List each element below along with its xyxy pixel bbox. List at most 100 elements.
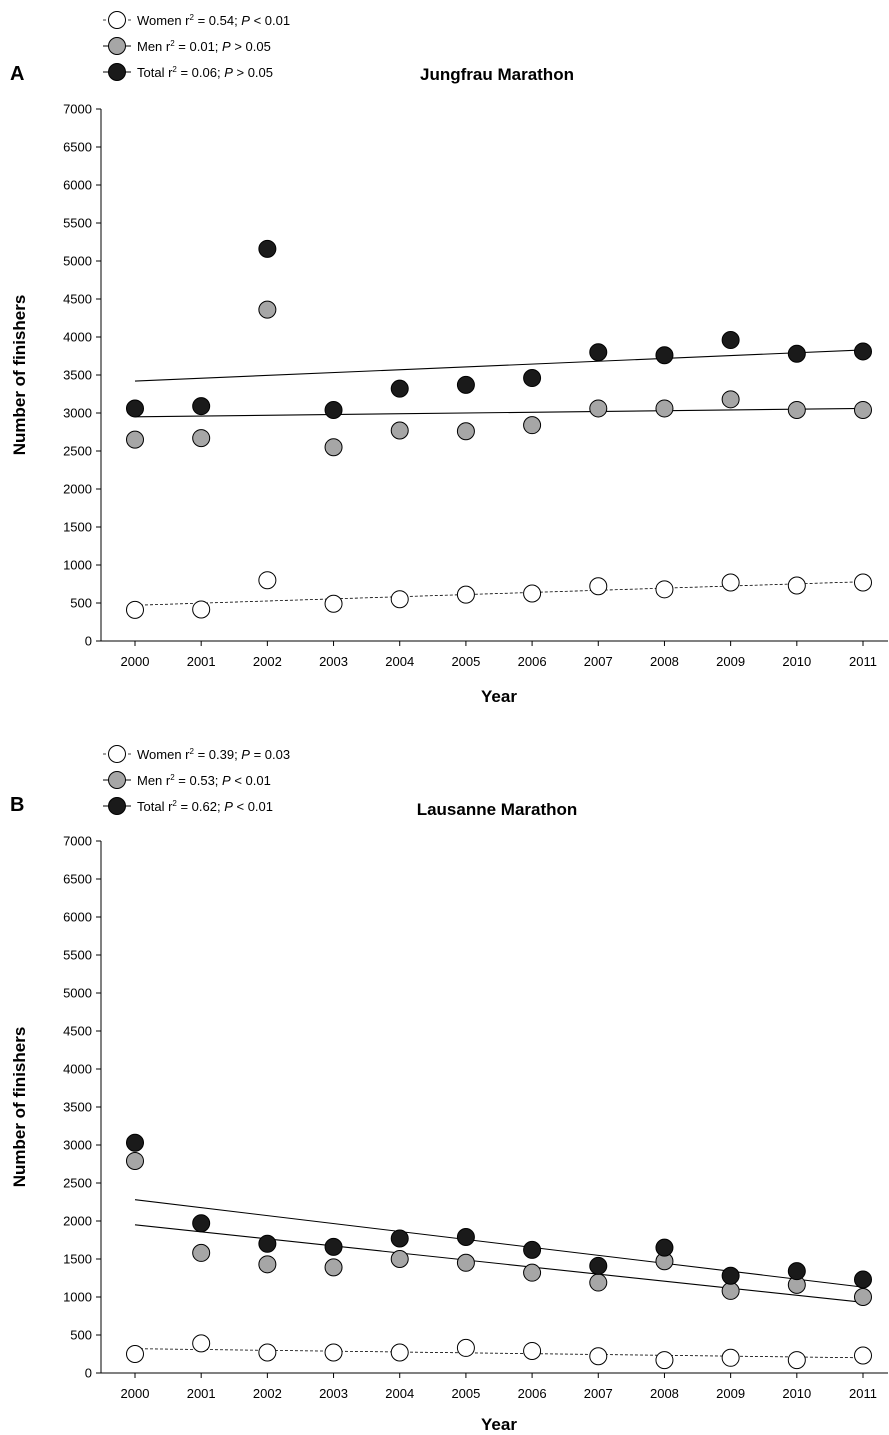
data-point-men: [390, 1250, 409, 1268]
y-tick-label: 2000: [63, 1214, 92, 1229]
y-tick-label: 4500: [63, 1024, 92, 1039]
x-tick-label: 2000: [121, 1386, 150, 1401]
data-point-men: [390, 421, 409, 440]
data-point-total: [192, 397, 211, 416]
legend-label-total: Total r2 = 0.62; P < 0.01: [137, 799, 273, 814]
data-point-men: [523, 416, 542, 435]
x-tick-label: 2007: [584, 1386, 613, 1401]
legend-text-middle: = 0.62;: [177, 799, 224, 814]
chart-title: Jungfrau Marathon: [420, 65, 574, 84]
y-tick-label: 4000: [63, 1062, 92, 1077]
data-point-women: [390, 590, 409, 609]
x-tick-label: 2003: [319, 654, 348, 669]
x-tick-label: 2010: [782, 1386, 811, 1401]
legend-marker-men: [108, 771, 126, 789]
legend-label-men: Men r2 = 0.53; P < 0.01: [137, 773, 271, 788]
panel-letter: B: [10, 794, 24, 816]
data-point-men: [589, 1273, 608, 1292]
data-point-women: [258, 571, 277, 590]
data-point-total: [324, 1237, 343, 1256]
data-point-men: [854, 1288, 872, 1306]
data-point-men: [324, 438, 343, 457]
data-point-total: [126, 1133, 144, 1152]
data-point-total: [787, 1262, 806, 1281]
data-point-men: [854, 400, 872, 419]
data-point-total: [324, 400, 343, 419]
legend-text-rest: < 0.01: [231, 773, 271, 788]
legend-label-men: Men r2 = 0.01; P > 0.05: [137, 39, 271, 54]
x-tick-label: 2010: [782, 654, 811, 669]
data-point-total: [589, 1256, 608, 1275]
y-tick-label: 3000: [63, 406, 92, 421]
data-point-women: [854, 573, 872, 592]
data-point-total: [589, 343, 608, 362]
data-point-men: [787, 400, 806, 419]
chart-title: Lausanne Marathon: [417, 800, 578, 819]
data-point-women: [589, 577, 608, 596]
legend-text-rest: > 0.05: [231, 39, 271, 54]
x-tick-label: 2002: [253, 1386, 282, 1401]
legend-text-rest: = 0.03: [250, 747, 290, 762]
data-point-women: [456, 585, 475, 604]
data-point-total: [258, 239, 277, 258]
legend-text-middle: = 0.53;: [175, 773, 222, 788]
y-axis-title: Number of finishers: [10, 1027, 29, 1188]
data-point-men: [192, 1243, 211, 1262]
legend-text-superscript: 2: [172, 65, 177, 74]
legend-text-middle: = 0.54;: [194, 13, 241, 28]
y-tick-label: 3500: [63, 1100, 92, 1115]
data-point-women: [390, 1343, 409, 1362]
legend-text-middle: = 0.06;: [177, 65, 224, 80]
y-tick-label: 7000: [63, 834, 92, 849]
y-tick-label: 4500: [63, 292, 92, 307]
legend-marker-women: [108, 11, 126, 29]
x-tick-label: 2003: [319, 1386, 348, 1401]
panel-letter: A: [10, 63, 24, 85]
data-point-total: [523, 369, 542, 388]
y-tick-label: 0: [85, 1366, 92, 1381]
legend-text-superscript: 2: [190, 747, 195, 756]
legend-text-middle: = 0.39;: [194, 747, 241, 762]
y-tick-label: 2000: [63, 482, 92, 497]
legend-text-rest: < 0.01: [250, 13, 290, 28]
legend-item-women: Women r2 = 0.39; P = 0.03: [103, 745, 290, 763]
x-tick-label: 2009: [716, 654, 745, 669]
data-point-total: [126, 399, 144, 418]
x-tick-label: 2004: [385, 654, 414, 669]
x-axis-title: Year: [481, 1415, 517, 1434]
data-point-women: [523, 1341, 542, 1360]
data-point-women: [192, 600, 211, 619]
data-point-total: [456, 375, 475, 394]
x-tick-label: 2011: [849, 1386, 877, 1401]
legend-item-men: Men r2 = 0.53; P < 0.01: [103, 771, 271, 789]
y-tick-label: 500: [70, 1328, 92, 1343]
y-tick-label: 1500: [63, 520, 92, 535]
y-tick-label: 4000: [63, 330, 92, 345]
legend-text-prefix: Men r: [137, 773, 171, 788]
legend-item-total: Total r2 = 0.62; P < 0.01: [103, 797, 273, 815]
y-tick-label: 3500: [63, 368, 92, 383]
y-tick-label: 6000: [63, 178, 92, 193]
legend-marker-men: [108, 37, 126, 55]
y-axis-title: Number of finishers: [10, 295, 29, 456]
data-point-women: [192, 1334, 211, 1353]
legend-marker-total: [108, 797, 126, 815]
y-tick-label: 1500: [63, 1252, 92, 1267]
data-point-women: [787, 576, 806, 595]
legend-text-prefix: Total r: [137, 799, 173, 814]
trend-line-women: [134, 1348, 864, 1359]
data-point-women: [721, 1348, 740, 1367]
legend-text-middle: = 0.01;: [175, 39, 222, 54]
data-point-men: [126, 430, 144, 449]
data-point-men: [456, 422, 475, 441]
data-point-men: [721, 1281, 740, 1300]
data-point-men: [324, 1258, 343, 1277]
y-tick-label: 6000: [63, 910, 92, 925]
data-point-women: [854, 1346, 872, 1365]
y-tick-label: 1000: [63, 1290, 92, 1305]
data-point-women: [456, 1338, 475, 1357]
data-point-women: [787, 1351, 806, 1370]
legend-text-prefix: Total r: [137, 65, 173, 80]
trend-line-men: [134, 1224, 864, 1303]
